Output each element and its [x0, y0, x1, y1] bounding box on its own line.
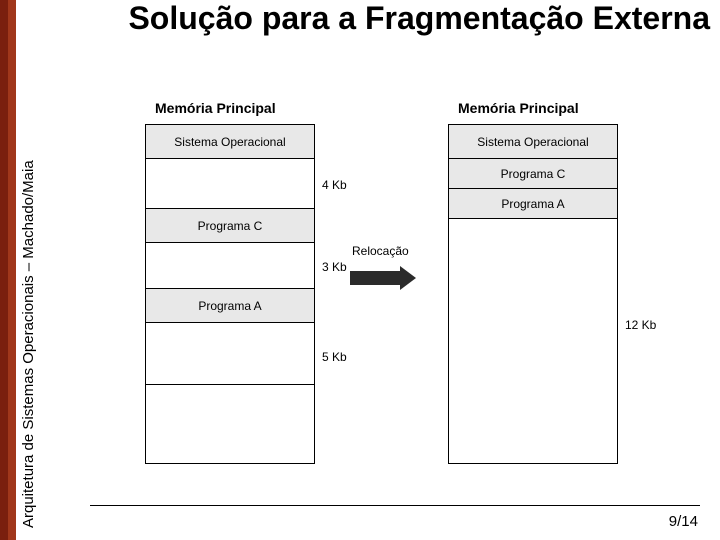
- left-segment: Programa C: [146, 209, 314, 243]
- sidebar-stripe-2: [8, 0, 16, 540]
- left-memory-column: Sistema Operacional Programa C Programa A: [145, 124, 315, 464]
- left-segment: Programa A: [146, 289, 314, 323]
- right-segment: [449, 219, 617, 463]
- memory-diagram: Memória Principal Sistema OperacionalPro…: [60, 100, 700, 490]
- left-segment: Sistema Operacional: [146, 125, 314, 159]
- relocation-arrow-icon: [350, 262, 418, 294]
- left-segment: [146, 159, 314, 209]
- left-segment: [146, 385, 314, 463]
- right-segment: Sistema Operacional: [449, 125, 617, 159]
- page-number: 9/14: [669, 513, 698, 530]
- right-memory-title: Memória Principal: [458, 100, 579, 116]
- left-gap-label: 5 Kb: [322, 350, 347, 364]
- right-segment: Programa A: [449, 189, 617, 219]
- sidebar-stripe-1: [0, 0, 8, 540]
- left-memory-title: Memória Principal: [155, 100, 276, 116]
- left-segment: [146, 323, 314, 385]
- sidebar-label: Arquitetura de Sistemas Operacionais – M…: [20, 160, 37, 528]
- right-gap-label: 12 Kb: [625, 318, 656, 332]
- right-segment: Programa C: [449, 159, 617, 189]
- left-gap-label: 3 Kb: [322, 260, 347, 274]
- footer-divider: [90, 505, 700, 506]
- sidebar: Arquitetura de Sistemas Operacionais – M…: [0, 0, 38, 540]
- relocation-label: Relocação: [352, 244, 409, 258]
- left-gap-label: 4 Kb: [322, 178, 347, 192]
- left-segment: [146, 243, 314, 289]
- right-memory-column: Sistema OperacionalPrograma CPrograma A: [448, 124, 618, 464]
- page-title: Solução para a Fragmentação Externa: [60, 2, 710, 36]
